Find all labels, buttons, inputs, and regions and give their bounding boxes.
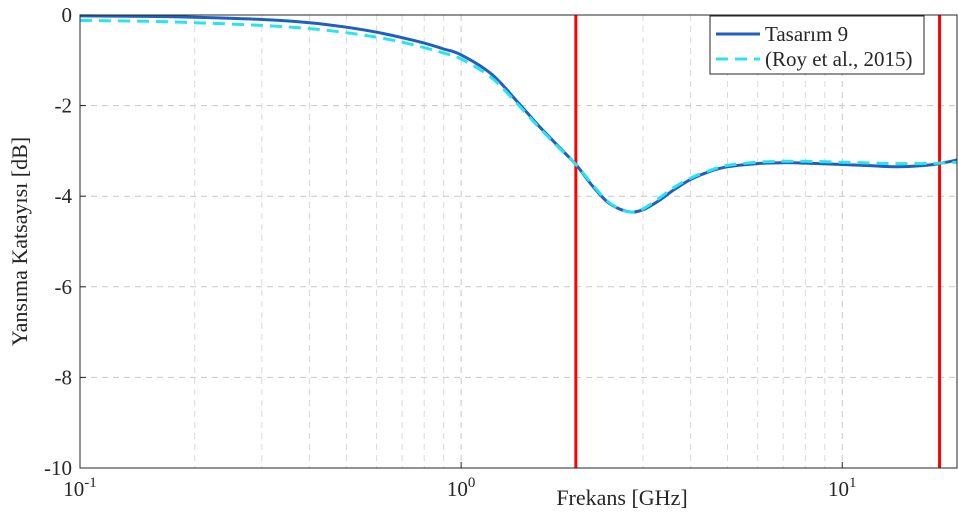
y-tick-label: 0 [62, 3, 73, 27]
grid [79, 14, 958, 469]
series-line-1 [79, 14, 958, 214]
x-tick-labels: 10-1 100 101 [63, 462, 857, 501]
series-lines [79, 14, 958, 214]
legend-box [709, 15, 925, 75]
y-tick-label: -6 [55, 275, 73, 299]
y-tick-label: -8 [55, 365, 73, 389]
y-tick-label: -10 [44, 456, 72, 480]
y-tick-label: -4 [55, 184, 73, 208]
y-tick-label: -2 [55, 94, 73, 118]
x-tick-label: 101 [828, 475, 857, 501]
x-tick-label: 10-1 [63, 475, 97, 501]
legend-label-1: Tasarım 9 [765, 22, 848, 46]
y-axis-label: Yansıma Katsayısı [dB] [7, 137, 32, 346]
legend-label-2: (Roy et al., 2015) [765, 47, 913, 71]
y-tick-labels: 0 -2 -4 -6 -8 -10 [44, 3, 86, 480]
legend: Tasarım 9(Roy et al., 2015) [709, 15, 925, 75]
x-tick-label: 100 [447, 475, 476, 501]
x-axis-label: Frekans [GHz] [556, 485, 687, 510]
plot-frame [79, 14, 958, 469]
frequency-band-markers [574, 15, 942, 468]
